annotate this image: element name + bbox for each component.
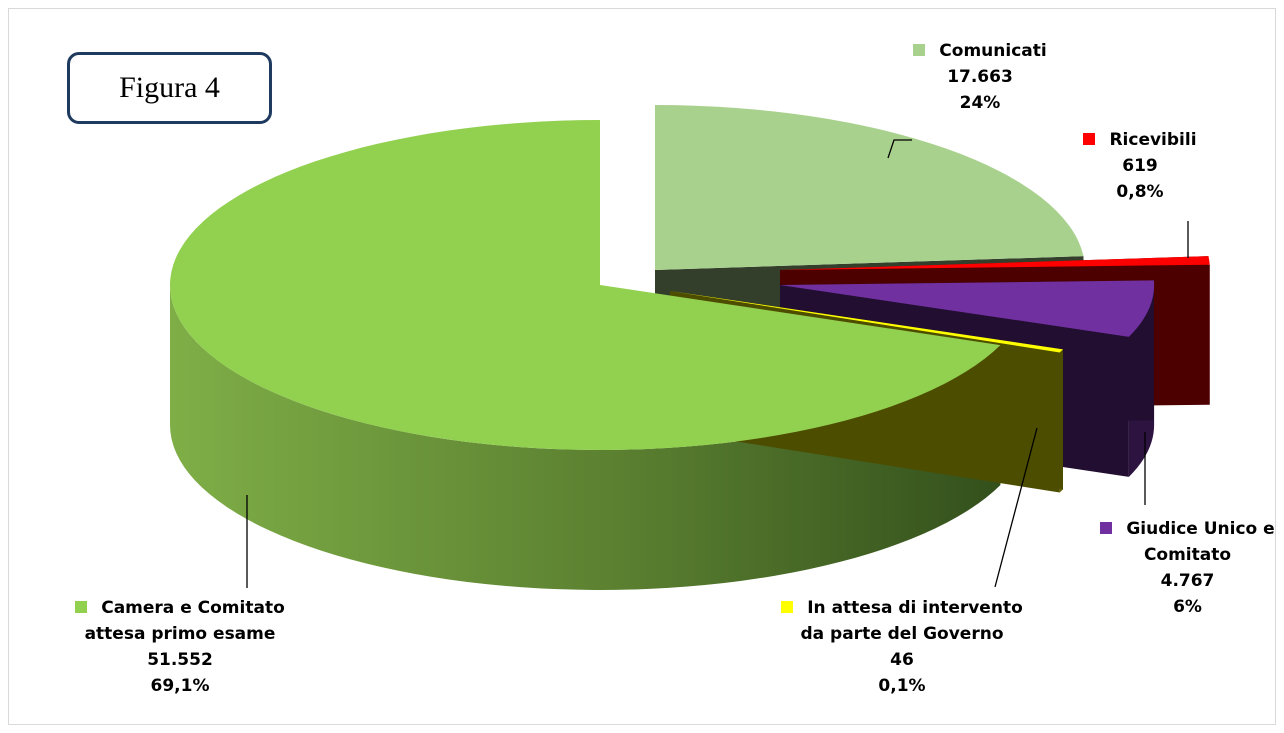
pie-slice-giudice bbox=[780, 280, 1155, 337]
legend-swatch-comunicati bbox=[913, 44, 926, 56]
label-ricevibili-count: 619 bbox=[1122, 156, 1158, 176]
legend-swatch-camera bbox=[75, 601, 88, 613]
label-camera-count: 51.552 bbox=[147, 650, 213, 670]
leader-line-governo bbox=[994, 427, 1038, 588]
figure-label-box: Figura 4 bbox=[67, 52, 272, 124]
pie-slice-comunicati bbox=[655, 105, 1084, 270]
label-governo-count: 46 bbox=[890, 650, 914, 670]
label-camera-percent: 69,1% bbox=[150, 676, 210, 696]
leader-line-comunicati bbox=[887, 139, 912, 159]
label-camera-name-1: Camera e Comitato bbox=[101, 598, 285, 618]
figure-label: Figura 4 bbox=[119, 71, 220, 104]
label-ricevibili-percent: 0,8% bbox=[1116, 182, 1164, 202]
pie-slice-ricevibili bbox=[780, 256, 1210, 270]
label-giudice-count: 4.767 bbox=[1160, 571, 1215, 591]
label-ricevibili-name: Ricevibili bbox=[1109, 130, 1197, 150]
pie-side-camera bbox=[170, 285, 1001, 590]
label-ricevibili: Ricevibili 619 0,8% bbox=[1050, 127, 1230, 205]
label-camera: Camera e Comitato attesa primo esame 51.… bbox=[50, 595, 310, 699]
label-giudice-name-1: Giudice Unico e bbox=[1126, 519, 1275, 539]
label-governo-name-2: da parte del Governo bbox=[800, 624, 1004, 644]
label-comunicati-count: 17.663 bbox=[947, 67, 1013, 87]
label-comunicati-name: Comunicati bbox=[939, 41, 1047, 61]
legend-swatch-ricevibili bbox=[1083, 133, 1096, 145]
legend-swatch-governo bbox=[781, 601, 794, 613]
pie-slice-camera bbox=[169, 120, 1001, 450]
label-giudice: Giudice Unico e Comitato 4.767 6% bbox=[1100, 516, 1275, 620]
label-governo-name-1: In attesa di intervento bbox=[807, 598, 1023, 618]
label-comunicati: Comunicati 17.663 24% bbox=[880, 38, 1080, 116]
chart-frame bbox=[8, 8, 1276, 725]
label-giudice-name-2: Comitato bbox=[1143, 545, 1232, 565]
label-governo: In attesa di intervento da parte del Gov… bbox=[752, 595, 1052, 699]
legend-swatch-giudice bbox=[1100, 522, 1113, 534]
label-giudice-percent: 6% bbox=[1173, 597, 1202, 617]
label-governo-percent: 0,1% bbox=[878, 676, 926, 696]
pie-slice-governo bbox=[670, 291, 1063, 353]
label-camera-name-2: attesa primo esame bbox=[84, 624, 276, 644]
label-comunicati-percent: 24% bbox=[959, 93, 1001, 113]
